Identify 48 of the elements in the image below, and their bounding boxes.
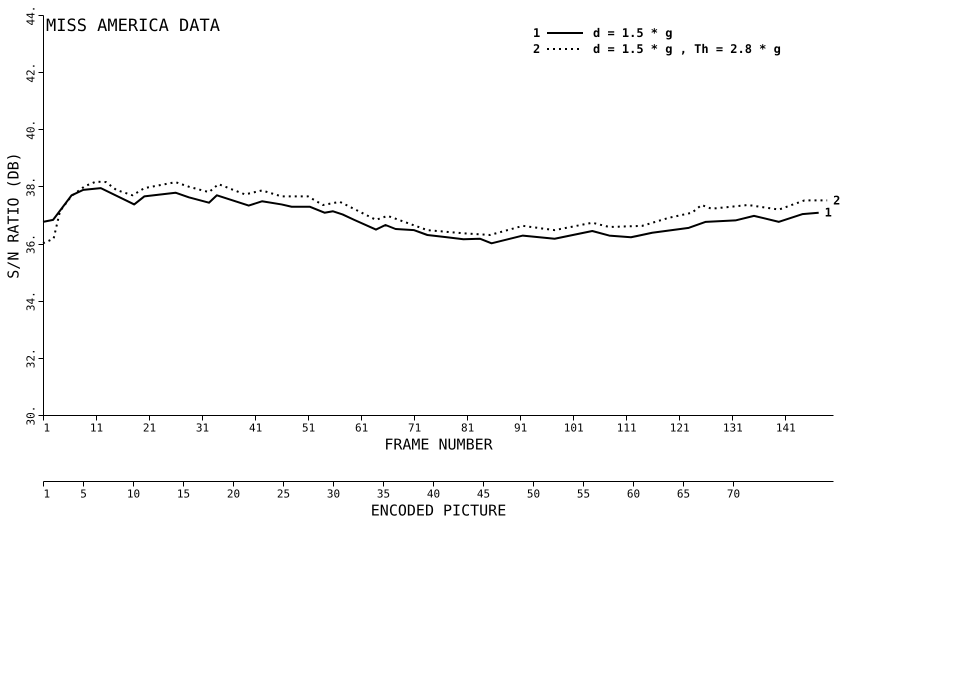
x2-tick-label: 70: [726, 488, 740, 500]
annotation: 1: [824, 206, 832, 220]
x2-tick-label: 10: [126, 488, 140, 500]
y-tick-label: 32.: [24, 348, 38, 368]
x2-tick-label: 5: [80, 488, 87, 500]
x2-tick-label: 1: [44, 488, 50, 500]
x2-tick-label: 55: [576, 488, 590, 500]
y-axis-title: S/N RATIO (DB): [4, 152, 22, 279]
x2-tick-label: 50: [526, 488, 540, 500]
x-tick-label: 1: [44, 422, 50, 434]
x-tick-label: 31: [196, 422, 210, 434]
x-tick-label: 71: [408, 422, 422, 434]
x2-tick-label: 45: [476, 488, 490, 500]
x2-tick-label: 20: [226, 488, 240, 500]
x-tick-label: 81: [461, 422, 474, 434]
y-tick-label: 44.: [24, 6, 38, 26]
y-tick-label: 40.: [24, 120, 38, 140]
x-tick-label: 141: [776, 422, 796, 434]
x2-tick-label: 25: [276, 488, 290, 500]
x2-tick-label: 65: [676, 488, 690, 500]
y-tick-label: 38.: [24, 176, 38, 197]
chart-title: MISS AMERICA DATA: [46, 16, 220, 36]
x-tick-label: 41: [248, 422, 262, 434]
x-tick-label: 61: [354, 422, 368, 434]
x2-tick-label: 15: [176, 488, 190, 500]
x-tick-label: 131: [722, 422, 743, 434]
x2-tick-label: 40: [426, 488, 440, 500]
x-tick-label: 51: [302, 422, 316, 434]
x2-tick-label: 60: [626, 488, 640, 500]
x-tick-label: 121: [670, 422, 690, 434]
x-axis-title: FRAME NUMBER: [384, 436, 494, 454]
annotation: 2: [833, 193, 840, 208]
legend-label: d = 1.5 * g , Th = 2.8 * g: [593, 42, 781, 56]
x-tick-label: 101: [564, 422, 584, 434]
x-tick-label: 11: [90, 422, 104, 434]
x2-tick-label: 30: [326, 488, 340, 500]
text: 1: [533, 26, 540, 40]
y-tick-label: 42.: [24, 62, 38, 83]
x-tick-label: 111: [616, 422, 637, 434]
y-tick-label: 36.: [24, 234, 38, 254]
legend-label: d = 1.5 * g: [593, 26, 672, 40]
x2-tick-label: 35: [376, 488, 390, 500]
x-tick-label: 91: [514, 422, 528, 434]
y-tick-label: 30.: [24, 406, 38, 426]
text: 2: [533, 42, 540, 56]
y-tick-label: 34.: [24, 291, 38, 312]
x2-axis-title: ENCODED PICTURE: [370, 502, 506, 520]
x-tick-label: 21: [142, 422, 156, 434]
